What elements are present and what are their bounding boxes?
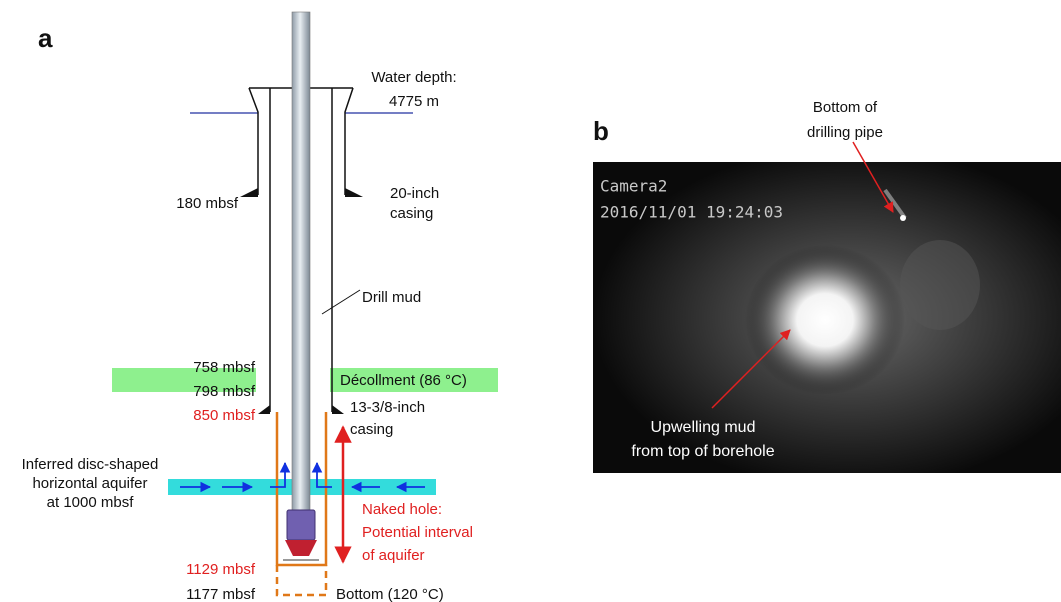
decollement-band bbox=[330, 368, 498, 392]
label: 20-inch bbox=[390, 185, 439, 202]
label: of aquifer bbox=[362, 547, 425, 564]
panel-label: a bbox=[38, 23, 53, 53]
drill-bit bbox=[286, 509, 316, 541]
leader bbox=[321, 289, 361, 315]
panel-label: b bbox=[593, 116, 609, 146]
label: 1129 mbsf bbox=[186, 561, 256, 578]
label: Inferred disc-shaped bbox=[22, 456, 159, 473]
label: Drill mud bbox=[362, 289, 421, 306]
label: Naked hole: bbox=[362, 501, 442, 518]
label: horizontal aquifer bbox=[32, 475, 147, 492]
label: at 1000 mbsf bbox=[47, 494, 135, 511]
label: 758 mbsf bbox=[193, 359, 256, 376]
label: Décollment (86 °C) bbox=[340, 372, 467, 389]
haze bbox=[900, 240, 980, 330]
label: Bottom of bbox=[813, 99, 878, 116]
label: casing bbox=[350, 421, 393, 438]
bit-cone bbox=[285, 540, 317, 556]
label: 798 mbsf bbox=[193, 383, 256, 400]
label: Water depth: bbox=[371, 69, 456, 86]
timestamp: 2016/11/01 19:24:03 bbox=[600, 203, 783, 222]
panel-b: b Bottom of drilling pipe Camera2 2016/1… bbox=[593, 99, 1061, 473]
flow-arrows bbox=[180, 461, 425, 493]
pipe-light bbox=[900, 215, 906, 221]
pipe-tip bbox=[883, 188, 907, 220]
drill-pipe bbox=[291, 11, 311, 513]
label: Bottom (120 °C) bbox=[336, 586, 444, 602]
label: from top of borehole bbox=[631, 443, 774, 460]
label: casing bbox=[390, 205, 433, 222]
label: Potential interval bbox=[362, 524, 473, 541]
casing-shoe bbox=[240, 188, 363, 414]
pointer bbox=[852, 141, 894, 213]
label: 13-3/8-inch bbox=[350, 399, 425, 416]
label: Upwelling mud bbox=[651, 419, 756, 436]
naked-hole bbox=[275, 412, 328, 597]
label: 850 mbsf bbox=[193, 407, 256, 424]
mud-glow bbox=[745, 245, 905, 395]
decollement-band bbox=[112, 368, 256, 392]
camera-label: Camera2 bbox=[600, 177, 667, 196]
label: 1177 mbsf bbox=[186, 586, 256, 602]
label: 4775 m bbox=[389, 93, 439, 110]
label: drilling pipe bbox=[807, 124, 883, 141]
label: 180 mbsf bbox=[176, 195, 239, 212]
pointer bbox=[711, 329, 791, 409]
panel-a: a Water depth: 4775 m 180 mbsf 20-inch c… bbox=[22, 11, 498, 602]
